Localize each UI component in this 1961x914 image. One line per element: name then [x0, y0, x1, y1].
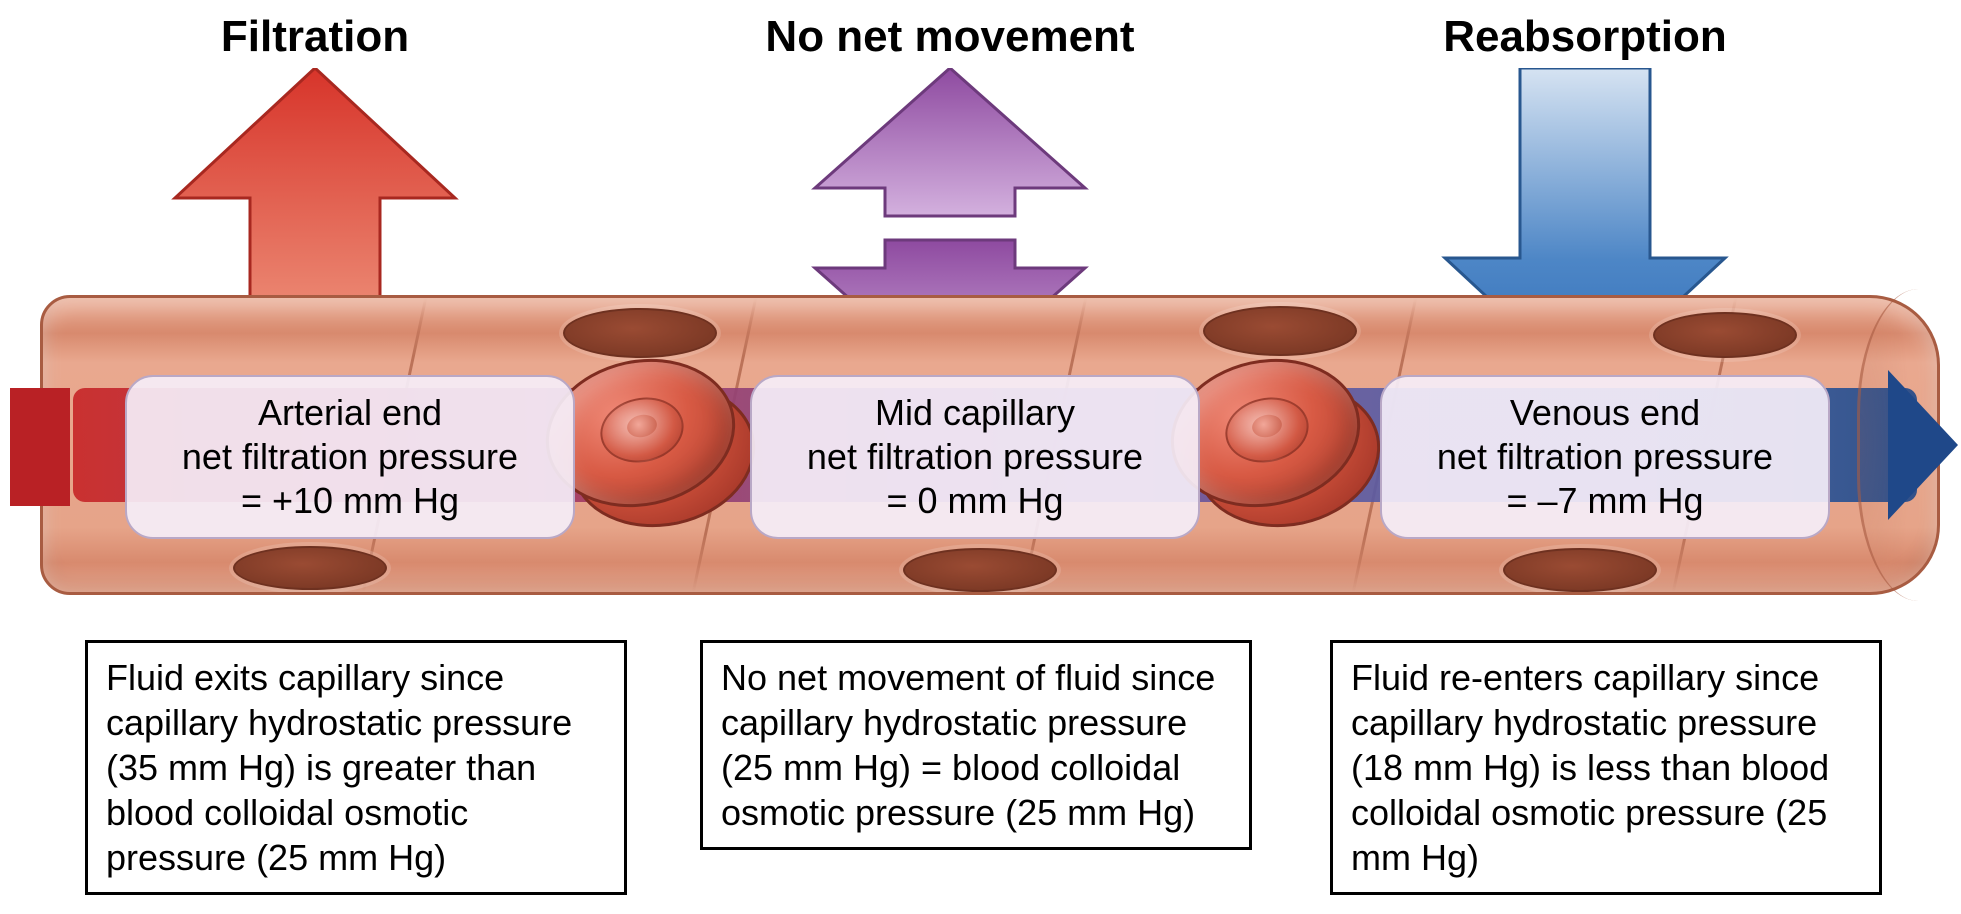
- title-no-net: No net movement: [765, 12, 1134, 62]
- endothelial-nucleus: [233, 546, 387, 590]
- endothelial-nucleus: [1203, 306, 1357, 356]
- label-line: = –7 mm Hg: [1410, 479, 1800, 523]
- title-reabsorption: Reabsorption: [1443, 12, 1727, 62]
- label-arterial-end: Arterial end net filtration pressure = +…: [125, 375, 575, 539]
- desc-no-net: No net movement of fluid since capillary…: [700, 640, 1252, 850]
- endothelial-nucleus: [563, 308, 717, 358]
- label-venous-end: Venous end net filtration pressure = –7 …: [1380, 375, 1830, 539]
- desc-filtration: Fluid exits capillary since capillary hy…: [85, 640, 627, 895]
- label-line: net filtration pressure: [155, 435, 545, 479]
- endothelial-nucleus: [903, 548, 1057, 592]
- label-line: = 0 mm Hg: [780, 479, 1170, 523]
- endothelial-nucleus: [1653, 312, 1797, 358]
- flow-entry-arrow-tail: [10, 388, 70, 506]
- title-filtration: Filtration: [221, 12, 409, 62]
- label-line: Arterial end: [155, 391, 545, 435]
- red-blood-cell: [545, 360, 745, 520]
- label-line: Venous end: [1410, 391, 1800, 435]
- label-line: Mid capillary: [780, 391, 1170, 435]
- label-mid-capillary: Mid capillary net filtration pressure = …: [750, 375, 1200, 539]
- endothelial-nucleus: [1503, 548, 1657, 592]
- label-line: net filtration pressure: [1410, 435, 1800, 479]
- desc-reabsorption: Fluid re-enters capillary since capillar…: [1330, 640, 1882, 895]
- label-line: net filtration pressure: [780, 435, 1170, 479]
- red-blood-cell: [1170, 360, 1370, 520]
- diagram-canvas: Filtration No net movement Reabsorption: [0, 0, 1961, 914]
- flow-exit-arrow-head: [1888, 370, 1958, 520]
- label-line: = +10 mm Hg: [155, 479, 545, 523]
